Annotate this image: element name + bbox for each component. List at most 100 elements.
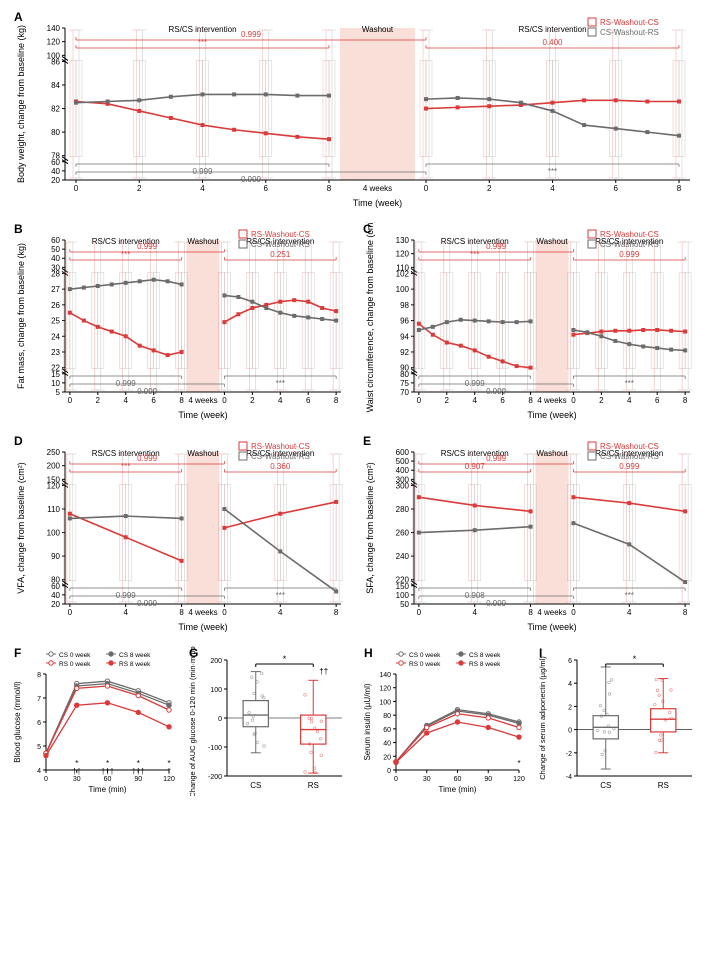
svg-text:0.999: 0.999 <box>192 167 213 176</box>
svg-text:4 weeks: 4 weeks <box>188 608 217 617</box>
svg-text:26: 26 <box>51 301 60 310</box>
svg-text:0: 0 <box>222 608 227 617</box>
svg-text:0: 0 <box>417 396 422 405</box>
svg-text:20: 20 <box>51 600 60 609</box>
svg-text:*: * <box>283 654 287 664</box>
svg-text:2: 2 <box>568 704 572 711</box>
svg-text:0: 0 <box>571 396 576 405</box>
svg-text:8: 8 <box>528 396 533 405</box>
panel-H-label: H <box>364 646 373 660</box>
svg-text:24: 24 <box>51 332 60 341</box>
svg-text:0.999: 0.999 <box>137 242 158 251</box>
svg-text:40: 40 <box>51 591 60 600</box>
svg-text:***: *** <box>625 591 634 600</box>
svg-text:4 weeks: 4 weeks <box>188 396 217 405</box>
svg-text:40: 40 <box>51 167 60 176</box>
svg-text:280: 280 <box>396 505 410 514</box>
svg-text:CS-Washout-RS: CS-Washout-RS <box>600 28 659 37</box>
svg-text:0: 0 <box>68 608 73 617</box>
panel-E-label: E <box>363 434 371 448</box>
svg-text:140: 140 <box>47 24 61 33</box>
svg-text:4: 4 <box>627 396 632 405</box>
svg-text:4: 4 <box>550 184 555 193</box>
svg-text:RS-Washout-CS: RS-Washout-CS <box>600 18 659 27</box>
svg-text:4 weeks: 4 weeks <box>363 184 392 193</box>
svg-text:8: 8 <box>683 396 688 405</box>
svg-text:80: 80 <box>400 370 409 379</box>
svg-text:0: 0 <box>417 608 422 617</box>
panel-I-label: I <box>539 646 542 660</box>
svg-text:40: 40 <box>383 741 391 748</box>
svg-text:84: 84 <box>51 81 60 90</box>
svg-text:120: 120 <box>396 250 410 259</box>
svg-text:94: 94 <box>400 332 409 341</box>
svg-text:RS 8 week: RS 8 week <box>469 661 501 668</box>
svg-text:8: 8 <box>677 184 682 193</box>
svg-text:8: 8 <box>179 608 184 617</box>
svg-text:Blood glucose (mmol/l): Blood glucose (mmol/l) <box>13 681 22 763</box>
svg-text:30: 30 <box>423 776 431 783</box>
svg-text:120: 120 <box>163 776 175 783</box>
svg-text:140: 140 <box>379 672 391 679</box>
svg-text:Washout: Washout <box>187 449 219 458</box>
panel-B-label: B <box>14 222 23 236</box>
svg-text:4: 4 <box>568 681 572 688</box>
svg-text:CS 8 week: CS 8 week <box>469 652 501 659</box>
svg-text:2: 2 <box>96 396 101 405</box>
svg-text:82: 82 <box>51 105 60 114</box>
svg-text:100: 100 <box>47 51 61 60</box>
svg-text:CS 0 week: CS 0 week <box>409 652 441 659</box>
svg-text:CS 0 week: CS 0 week <box>59 652 91 659</box>
svg-text:6: 6 <box>151 396 156 405</box>
svg-text:200: 200 <box>210 658 222 665</box>
svg-text:0: 0 <box>222 396 227 405</box>
svg-text:100: 100 <box>47 529 61 538</box>
svg-text:Serum insulin (µU/ml): Serum insulin (µU/ml) <box>363 683 372 760</box>
svg-text:CS: CS <box>250 781 261 790</box>
svg-text:4 weeks: 4 weeks <box>537 396 566 405</box>
svg-text:92: 92 <box>400 348 409 357</box>
svg-text:***: *** <box>121 250 130 259</box>
svg-text:SFA, change from baseline (cm²: SFA, change from baseline (cm²) <box>365 462 375 594</box>
svg-text:Washout: Washout <box>187 237 219 246</box>
svg-text:Time (min): Time (min) <box>439 785 477 794</box>
svg-text:0: 0 <box>387 768 391 775</box>
svg-text:80: 80 <box>51 128 60 137</box>
panel-H: H 0306090120020406080100120140Time (min)… <box>360 646 525 796</box>
svg-text:96: 96 <box>400 317 409 326</box>
svg-text:0: 0 <box>424 184 429 193</box>
panel-A-svg: 788082848610012014020406002468024684 wee… <box>10 10 698 210</box>
svg-text:500: 500 <box>396 457 410 466</box>
svg-text:CS-Washout-RS: CS-Washout-RS <box>600 240 659 249</box>
svg-text:8: 8 <box>683 608 688 617</box>
svg-text:8: 8 <box>334 396 339 405</box>
svg-text:120: 120 <box>379 686 391 693</box>
panel-H-svg: 0306090120020406080100120140Time (min)Se… <box>360 646 525 796</box>
svg-text:100: 100 <box>396 285 410 294</box>
svg-text:RS 0 week: RS 0 week <box>59 661 91 668</box>
svg-text:5: 5 <box>37 744 41 751</box>
svg-text:130: 130 <box>396 236 410 245</box>
svg-text:RS/CS intervention: RS/CS intervention <box>168 25 236 34</box>
svg-text:0: 0 <box>44 776 48 783</box>
svg-text:***: *** <box>470 250 479 259</box>
panel-E-svg: 2202402602803003004005006005010015004804… <box>359 434 698 634</box>
svg-text:RS-Washout-CS: RS-Washout-CS <box>251 442 310 451</box>
svg-text:-2: -2 <box>566 751 572 758</box>
svg-text:150: 150 <box>47 475 61 484</box>
panel-F-label: F <box>14 646 21 660</box>
svg-text:6: 6 <box>614 184 619 193</box>
svg-text:0.999: 0.999 <box>486 454 507 463</box>
svg-text:0: 0 <box>74 184 79 193</box>
svg-text:0.999: 0.999 <box>486 599 507 608</box>
svg-text:6: 6 <box>568 658 572 665</box>
svg-text:6: 6 <box>500 396 505 405</box>
svg-text:†††: ††† <box>101 767 114 776</box>
svg-text:4: 4 <box>123 608 128 617</box>
svg-text:RS: RS <box>658 781 669 790</box>
svg-text:240: 240 <box>396 552 410 561</box>
svg-text:98: 98 <box>400 301 409 310</box>
svg-text:Time (week): Time (week) <box>527 410 576 420</box>
svg-text:6: 6 <box>306 396 311 405</box>
svg-text:RS 8 week: RS 8 week <box>119 661 151 668</box>
